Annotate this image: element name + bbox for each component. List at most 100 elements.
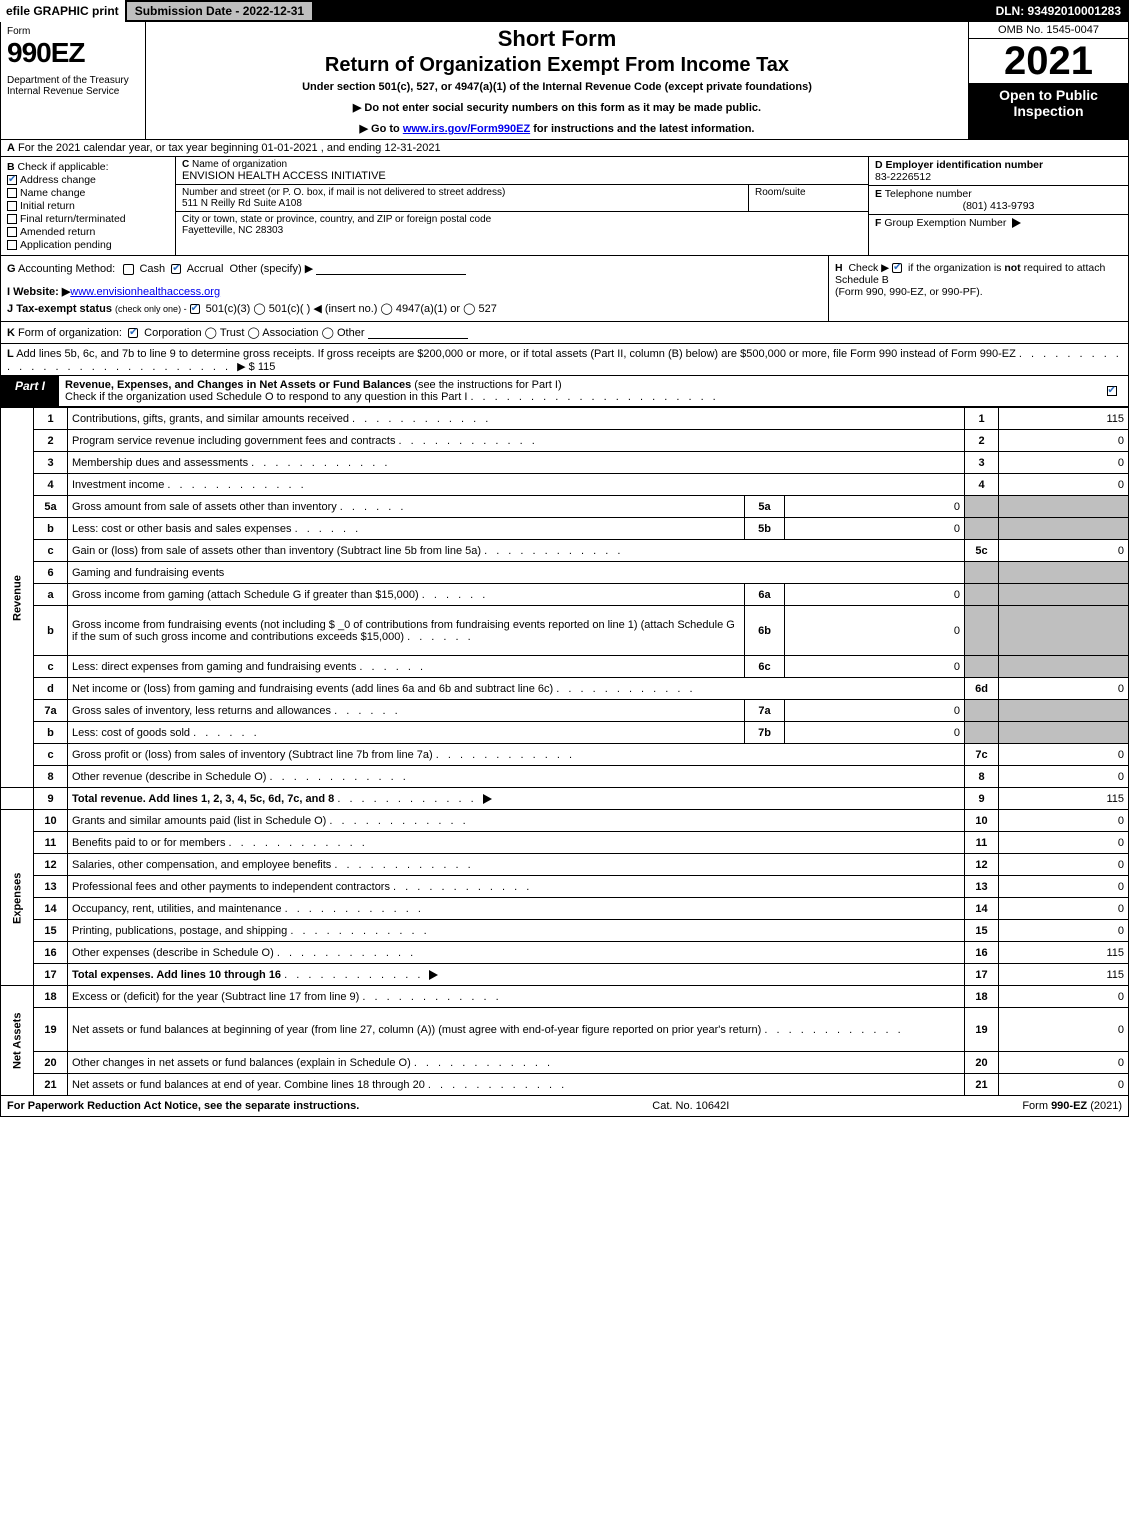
label-d: D xyxy=(875,159,883,171)
line-row: 16Other expenses (describe in Schedule O… xyxy=(1,942,1129,964)
chk-initial-return[interactable]: Initial return xyxy=(7,200,169,212)
line-desc: Net assets or fund balances at end of ye… xyxy=(68,1074,965,1096)
grey-cell xyxy=(999,606,1129,656)
subline-label: 7a xyxy=(745,700,785,722)
result-number: 9 xyxy=(965,788,999,810)
street-address: 511 N Reilly Rd Suite A108 xyxy=(182,198,302,209)
line-number: 14 xyxy=(34,898,68,920)
col-h: H Check ▶ if the organization is not req… xyxy=(828,256,1128,321)
label-g: G xyxy=(7,263,16,275)
line-row: 9Total revenue. Add lines 1, 2, 3, 4, 5c… xyxy=(1,788,1129,810)
cell-c: C Name of organization ENVISION HEALTH A… xyxy=(176,157,868,185)
result-value: 0 xyxy=(999,920,1129,942)
line-row: 14Occupancy, rent, utilities, and mainte… xyxy=(1,898,1129,920)
section-label: Revenue xyxy=(1,408,34,788)
chk-label: Application pending xyxy=(20,239,112,251)
result-number: 17 xyxy=(965,964,999,986)
line-row: cGain or (loss) from sale of assets othe… xyxy=(1,540,1129,562)
grey-cell xyxy=(999,496,1129,518)
result-number: 19 xyxy=(965,1008,999,1052)
line-number: 17 xyxy=(34,964,68,986)
row-k: K Form of organization: Corporation ◯ Tr… xyxy=(0,322,1129,344)
chk-name-change[interactable]: Name change xyxy=(7,187,169,199)
city-heading: City or town, state or province, country… xyxy=(182,214,491,225)
grey-cell xyxy=(965,700,999,722)
grey-cell xyxy=(965,606,999,656)
line-desc: Salaries, other compensation, and employ… xyxy=(68,854,965,876)
cash-checkbox[interactable] xyxy=(123,264,134,275)
chk-amended-return[interactable]: Amended return xyxy=(7,226,169,238)
line-number: 3 xyxy=(34,452,68,474)
result-value: 115 xyxy=(999,408,1129,430)
part-i-tab: Part I xyxy=(1,376,59,406)
schedule-b-checkbox[interactable] xyxy=(892,263,902,273)
row-a: A For the 2021 calendar year, or tax yea… xyxy=(0,140,1129,157)
checkbox-icon xyxy=(7,227,17,237)
checkbox-icon xyxy=(7,175,17,185)
main-title: Return of Organization Exempt From Incom… xyxy=(152,54,962,77)
chk-application-pending[interactable]: Application pending xyxy=(7,239,169,251)
block-bcdef: B Check if applicable: Address change Na… xyxy=(0,157,1129,256)
line-desc: Occupancy, rent, utilities, and maintena… xyxy=(68,898,965,920)
accrual-checkbox[interactable] xyxy=(171,264,181,274)
line-row: 6Gaming and fundraising events xyxy=(1,562,1129,584)
501c3-checkbox[interactable] xyxy=(190,304,200,314)
omb-number: OMB No. 1545-0047 xyxy=(969,22,1128,39)
chk-address-change[interactable]: Address change xyxy=(7,174,169,186)
line-row: 4Investment income . . . . . . . . . . .… xyxy=(1,474,1129,496)
result-number: 1 xyxy=(965,408,999,430)
line-number: c xyxy=(34,744,68,766)
result-value: 0 xyxy=(999,678,1129,700)
other-input-line[interactable] xyxy=(316,263,466,275)
label-j: J xyxy=(7,303,13,315)
label-k: K xyxy=(7,327,15,339)
line-desc: Gross income from fundraising events (no… xyxy=(68,606,745,656)
page-footer: For Paperwork Reduction Act Notice, see … xyxy=(0,1096,1129,1117)
section-label xyxy=(1,788,34,810)
grey-cell xyxy=(999,722,1129,744)
result-value: 0 xyxy=(999,876,1129,898)
corporation-checkbox[interactable] xyxy=(128,328,138,338)
chk-final-return[interactable]: Final return/terminated xyxy=(7,213,169,225)
line-row: bLess: cost or other basis and sales exp… xyxy=(1,518,1129,540)
line-desc: Total revenue. Add lines 1, 2, 3, 4, 5c,… xyxy=(68,788,965,810)
line-desc: Membership dues and assessments . . . . … xyxy=(68,452,965,474)
line-number: 16 xyxy=(34,942,68,964)
part-i-header: Part I Revenue, Expenses, and Changes in… xyxy=(0,376,1129,407)
form-word: Form xyxy=(7,26,139,37)
result-number: 16 xyxy=(965,942,999,964)
subline-label: 7b xyxy=(745,722,785,744)
efile-label[interactable]: efile GRAPHIC print xyxy=(0,0,125,22)
subline-value: 0 xyxy=(785,606,965,656)
col-def: D Employer identification number 83-2226… xyxy=(868,157,1128,255)
label-f: F xyxy=(875,217,881,229)
line-desc: Professional fees and other payments to … xyxy=(68,876,965,898)
irs-link[interactable]: www.irs.gov/Form990EZ xyxy=(403,123,530,135)
line-row: 2Program service revenue including gover… xyxy=(1,430,1129,452)
line-number: 6 xyxy=(34,562,68,584)
lines-table: Revenue1Contributions, gifts, grants, an… xyxy=(0,407,1129,1096)
row-l: L Add lines 5b, 6c, and 7b to line 9 to … xyxy=(0,344,1129,376)
line-row: 3Membership dues and assessments . . . .… xyxy=(1,452,1129,474)
header-left: Form 990EZ Department of the Treasury In… xyxy=(1,22,146,139)
line-number: c xyxy=(34,540,68,562)
line-desc: Other expenses (describe in Schedule O) … xyxy=(68,942,965,964)
line-row: Revenue1Contributions, gifts, grants, an… xyxy=(1,408,1129,430)
submission-date: Submission Date - 2022-12-31 xyxy=(125,0,314,22)
label-e: E xyxy=(875,188,882,200)
checkbox-icon xyxy=(7,188,17,198)
k-other-line[interactable] xyxy=(368,327,468,339)
col-b-heading: Check if applicable: xyxy=(18,161,109,173)
label-h: H xyxy=(835,262,843,274)
row-a-text: For the 2021 calendar year, or tax year … xyxy=(18,142,441,154)
note2-suffix: for instructions and the latest informat… xyxy=(530,123,754,135)
website-link[interactable]: www.envisionhealthaccess.org xyxy=(70,286,220,298)
header-middle: Short Form Return of Organization Exempt… xyxy=(146,22,968,139)
part-i-checkbox[interactable] xyxy=(1107,386,1117,396)
website-heading: Website: ▶ xyxy=(13,286,70,298)
line-desc: Gain or (loss) from sale of assets other… xyxy=(68,540,965,562)
grey-cell xyxy=(965,656,999,678)
line-number: b xyxy=(34,606,68,656)
line-number: 9 xyxy=(34,788,68,810)
result-number: 12 xyxy=(965,854,999,876)
